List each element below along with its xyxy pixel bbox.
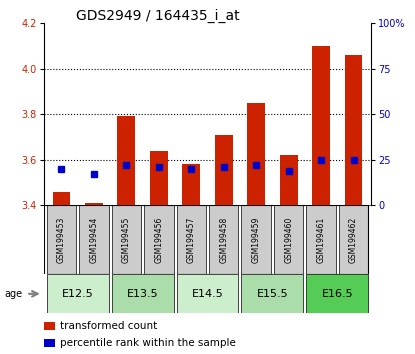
Bar: [306, 274, 369, 313]
Text: transformed count: transformed count: [60, 321, 157, 331]
Text: E14.5: E14.5: [192, 289, 223, 299]
Bar: [274, 205, 303, 274]
Text: E13.5: E13.5: [127, 289, 159, 299]
Text: E15.5: E15.5: [256, 289, 288, 299]
Text: GSM199460: GSM199460: [284, 217, 293, 263]
Bar: [176, 274, 239, 313]
Bar: [53, 192, 71, 205]
Bar: [112, 274, 173, 313]
Text: GSM199458: GSM199458: [219, 217, 228, 263]
Bar: [182, 164, 200, 205]
Bar: [339, 205, 369, 274]
Bar: [312, 46, 330, 205]
Bar: [144, 205, 173, 274]
Text: GSM199457: GSM199457: [187, 217, 196, 263]
Bar: [176, 205, 206, 274]
Bar: [117, 116, 135, 205]
Bar: [112, 205, 141, 274]
Bar: [215, 135, 233, 205]
Text: GSM199459: GSM199459: [251, 217, 261, 263]
Bar: [44, 322, 55, 330]
Bar: [242, 274, 303, 313]
Bar: [306, 205, 336, 274]
Text: E16.5: E16.5: [322, 289, 353, 299]
Text: E12.5: E12.5: [62, 289, 93, 299]
Text: GSM199456: GSM199456: [154, 217, 164, 263]
Bar: [46, 205, 76, 274]
Bar: [150, 150, 168, 205]
Bar: [79, 205, 109, 274]
Bar: [344, 55, 362, 205]
Text: GSM199453: GSM199453: [57, 217, 66, 263]
Bar: [209, 205, 239, 274]
Text: GSM199461: GSM199461: [317, 217, 326, 263]
Text: GSM199454: GSM199454: [89, 217, 98, 263]
Text: percentile rank within the sample: percentile rank within the sample: [60, 338, 236, 348]
Bar: [44, 339, 55, 347]
Bar: [242, 205, 271, 274]
Text: GSM199462: GSM199462: [349, 217, 358, 263]
Text: GSM199455: GSM199455: [122, 217, 131, 263]
Bar: [85, 203, 103, 205]
Bar: [247, 103, 265, 205]
Text: GDS2949 / 164435_i_at: GDS2949 / 164435_i_at: [76, 9, 239, 23]
Bar: [46, 274, 109, 313]
Bar: [280, 155, 298, 205]
Text: age: age: [4, 289, 22, 299]
